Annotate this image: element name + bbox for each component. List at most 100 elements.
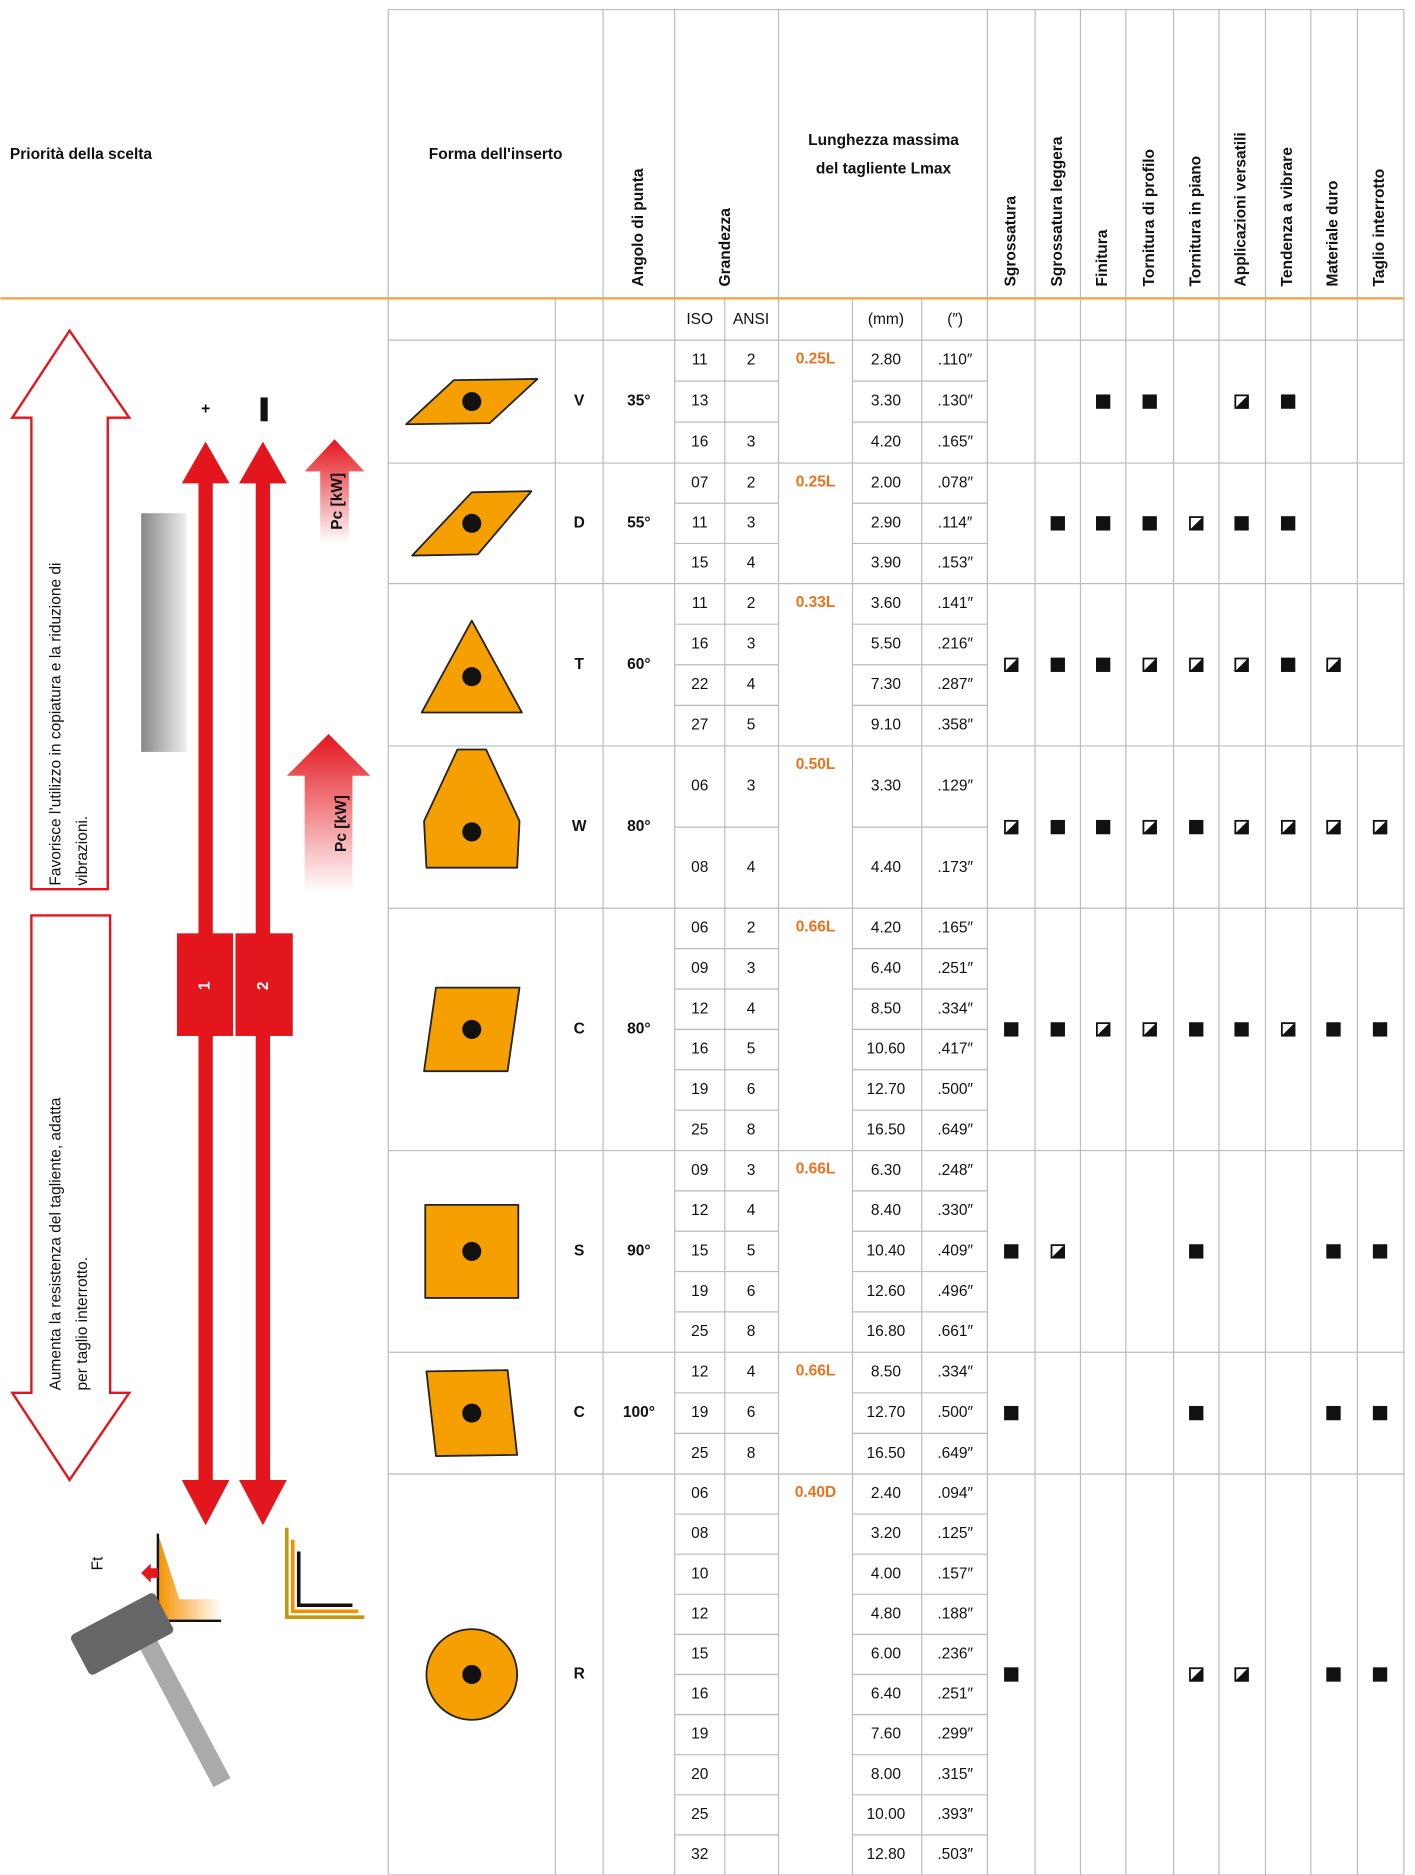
lmax-ratio: 0.40D bbox=[795, 1484, 836, 1501]
mark-full bbox=[1189, 1405, 1204, 1421]
iso-size: 06 bbox=[691, 1485, 708, 1502]
mark-full bbox=[1280, 516, 1296, 531]
header-label: del tagliente Lmax bbox=[816, 161, 952, 178]
mark-full bbox=[1372, 1667, 1388, 1682]
legend-text: Pc [kW] bbox=[329, 473, 346, 530]
iso-size: 11 bbox=[692, 514, 708, 531]
shape-letter: V bbox=[574, 393, 585, 410]
lmax-mm: 6.40 bbox=[871, 960, 902, 977]
mark-half-fill bbox=[1280, 1022, 1296, 1037]
insert-hole bbox=[462, 1019, 482, 1039]
header-label: Lunghezza massima bbox=[808, 132, 959, 149]
header-label: Priorità della scelta bbox=[10, 146, 153, 163]
lmax-mm: 8.40 bbox=[871, 1202, 902, 1219]
lmax-mm: 2.40 bbox=[871, 1485, 902, 1502]
lmax-mm: 16.80 bbox=[867, 1323, 906, 1340]
profile-piece bbox=[141, 513, 187, 752]
lmax-mm: 12.70 bbox=[867, 1081, 906, 1098]
iso-size: 16 bbox=[691, 636, 708, 653]
iso-size: 08 bbox=[691, 859, 708, 876]
lmax-inch: .315″ bbox=[937, 1766, 973, 1783]
lmax-inch: .130″ bbox=[937, 393, 973, 410]
ansi-size: 5 bbox=[747, 1242, 756, 1259]
lmax-inch: .188″ bbox=[937, 1605, 973, 1622]
lmax-mm: 4.00 bbox=[871, 1565, 902, 1582]
unit-label: ANSI bbox=[733, 311, 769, 328]
mark-full bbox=[1372, 1022, 1388, 1037]
lmax-mm: 3.20 bbox=[871, 1525, 902, 1542]
iso-size: 19 bbox=[691, 1283, 708, 1300]
ansi-size: 2 bbox=[747, 595, 756, 612]
header-label: Forma dell'inserto bbox=[429, 146, 563, 163]
iso-size: 19 bbox=[691, 1404, 708, 1421]
legend-text: Pc [kW] bbox=[333, 795, 350, 852]
shape-letter: T bbox=[574, 656, 584, 673]
mark-full bbox=[1142, 516, 1157, 531]
lmax-inch: .078″ bbox=[937, 474, 973, 491]
legend-text: Ft bbox=[89, 1556, 106, 1570]
header-label: Tendenza a vibrare bbox=[1279, 147, 1296, 287]
ansi-size: 4 bbox=[747, 859, 756, 876]
lmax-inch: .173″ bbox=[937, 859, 973, 876]
header-label: Finitura bbox=[1094, 229, 1111, 286]
mark-half-fill bbox=[1280, 819, 1296, 835]
hammer bbox=[70, 1593, 231, 1788]
ansi-size: 8 bbox=[747, 1445, 756, 1462]
minus-bar bbox=[260, 397, 268, 422]
mark-full bbox=[1050, 819, 1065, 835]
lmax-mm: 3.30 bbox=[871, 778, 902, 795]
power-arrow-large bbox=[286, 734, 371, 893]
point-angle: 80° bbox=[627, 818, 650, 835]
mark-full bbox=[1189, 1022, 1204, 1037]
ansi-size: 2 bbox=[747, 920, 756, 937]
lmax-inch: .358″ bbox=[937, 717, 973, 734]
lmax-mm: 12.60 bbox=[867, 1283, 906, 1300]
lmax-mm: 8.50 bbox=[871, 1364, 902, 1381]
iso-size: 09 bbox=[691, 960, 708, 977]
legend-text: Favorisce l’utilizzo in copiatura e la r… bbox=[48, 563, 65, 886]
mark-full bbox=[1280, 657, 1296, 672]
lmax-mm: 2.80 bbox=[871, 352, 902, 369]
lmax-inch: .500″ bbox=[937, 1081, 973, 1098]
insert-hole bbox=[462, 1403, 482, 1423]
iso-size: 06 bbox=[691, 920, 708, 937]
lmax-inch: .417″ bbox=[937, 1041, 973, 1058]
mark-full bbox=[1372, 1405, 1388, 1421]
lmax-ratio: 0.66L bbox=[796, 918, 836, 935]
header-label: Tornitura in piano bbox=[1187, 156, 1204, 287]
lmax-mm: 4.20 bbox=[871, 920, 902, 937]
header-label: Sgrossatura bbox=[1002, 196, 1019, 287]
mark-half-fill bbox=[1326, 657, 1341, 672]
iso-size: 12 bbox=[691, 1605, 708, 1622]
mark-full bbox=[1280, 394, 1296, 409]
iso-size: 25 bbox=[691, 1445, 708, 1462]
iso-size: 16 bbox=[691, 1686, 708, 1703]
point-angle: 60° bbox=[627, 656, 650, 673]
lmax-inch: .165″ bbox=[937, 920, 973, 937]
lmax-mm: 10.40 bbox=[867, 1242, 906, 1259]
lmax-mm: 4.40 bbox=[871, 859, 902, 876]
header-label: Applicazioni versatili bbox=[1233, 132, 1250, 286]
lmax-mm: 16.50 bbox=[867, 1121, 906, 1138]
lmax-inch: .409″ bbox=[937, 1242, 973, 1259]
ansi-size: 8 bbox=[747, 1121, 756, 1138]
mark-full bbox=[1095, 657, 1111, 672]
lmax-mm: 3.30 bbox=[871, 393, 902, 410]
lmax-mm: 4.80 bbox=[871, 1605, 902, 1622]
red-arrows bbox=[176, 441, 293, 1526]
power-arrow-small bbox=[304, 439, 365, 544]
legend-text: vibrazioni. bbox=[74, 816, 91, 886]
iso-size: 15 bbox=[691, 1242, 708, 1259]
ansi-size: 4 bbox=[747, 1202, 756, 1219]
shape-letter: S bbox=[574, 1242, 584, 1259]
iso-size: 12 bbox=[691, 1000, 708, 1017]
lmax-inch: .157″ bbox=[937, 1565, 973, 1582]
legend-text: 2 bbox=[255, 982, 272, 991]
lmax-mm: 8.00 bbox=[871, 1766, 902, 1783]
ansi-size: 5 bbox=[747, 1041, 756, 1058]
ansi-size: 2 bbox=[747, 474, 756, 491]
lmax-mm: 3.90 bbox=[871, 555, 902, 572]
lmax-inch: .125″ bbox=[937, 1525, 973, 1542]
